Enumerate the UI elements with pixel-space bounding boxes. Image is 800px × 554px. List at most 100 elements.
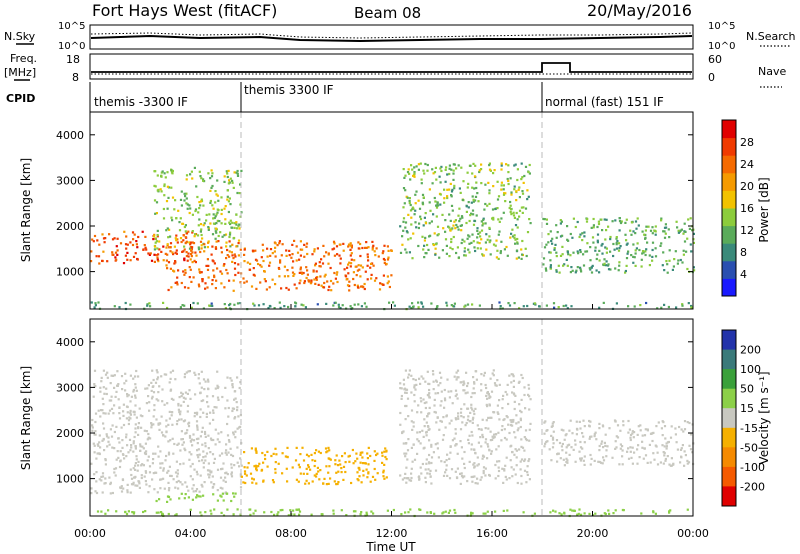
heat-cell-r0 bbox=[181, 483, 184, 486]
heat-cell-r4 bbox=[590, 266, 593, 269]
heat-cell-r0 bbox=[117, 398, 120, 401]
heat-cell-r0 bbox=[104, 482, 107, 485]
heat-cell-r2 bbox=[268, 286, 271, 289]
heat-cell-r3 bbox=[404, 174, 407, 177]
heat-cell-r0 bbox=[134, 464, 137, 467]
heat-cell-r0 bbox=[150, 389, 153, 392]
heat-cell-r4 bbox=[633, 256, 636, 259]
heat-cell-r2 bbox=[266, 247, 269, 250]
heat-cell-r1 bbox=[228, 221, 231, 224]
heat-cell-r2 bbox=[373, 459, 376, 462]
heat-cell-r0 bbox=[184, 432, 187, 435]
heat-cell-r3 bbox=[488, 241, 491, 244]
heat-cell-r1 bbox=[188, 204, 191, 207]
heat-cell-r0 bbox=[132, 377, 135, 380]
heat-cell-r0 bbox=[91, 238, 94, 241]
heat-cell-r2 bbox=[329, 266, 332, 270]
heat-cell-r5 bbox=[418, 508, 421, 511]
heat-cell-r4 bbox=[593, 459, 596, 462]
heat-cell-r4 bbox=[631, 430, 634, 433]
heat-cell-r3 bbox=[494, 477, 497, 480]
heat-cell-r1 bbox=[178, 221, 181, 224]
heat-cell-r5 bbox=[249, 513, 252, 516]
heat-cell-r5 bbox=[580, 513, 583, 516]
heat-cell-r3 bbox=[481, 457, 484, 460]
heat-cell-r0 bbox=[161, 388, 164, 391]
heat-cell-r0 bbox=[193, 411, 197, 415]
heat-cell-r3 bbox=[400, 394, 403, 398]
heat-cell-r5 bbox=[557, 306, 560, 309]
heat-cell-r4 bbox=[651, 255, 654, 258]
heat-cell-r0 bbox=[207, 447, 210, 450]
heat-cell-r0 bbox=[144, 471, 148, 474]
heat-cell-r3 bbox=[513, 407, 516, 411]
heat-cell-r4 bbox=[553, 248, 556, 251]
heat-cell-r0 bbox=[129, 374, 132, 377]
heat-cell-r4 bbox=[689, 243, 692, 246]
heat-cell-r3 bbox=[482, 254, 485, 257]
heat-cell-r2 bbox=[230, 251, 233, 254]
heat-cell-r3 bbox=[498, 460, 501, 463]
heat-cell-r2 bbox=[344, 275, 348, 278]
heat-cell-r2 bbox=[388, 285, 391, 289]
heat-cell-r3 bbox=[423, 172, 426, 175]
heat-cell-r1 bbox=[235, 213, 238, 216]
heat-cell-r3 bbox=[408, 201, 411, 205]
heat-cell-r0 bbox=[230, 466, 233, 469]
heat-cell-r3 bbox=[423, 401, 426, 405]
heat-cell-r2 bbox=[338, 243, 341, 246]
heat-cell-r3 bbox=[520, 178, 523, 181]
heat-cell-r2 bbox=[305, 276, 308, 280]
heat-cell-r0 bbox=[134, 468, 137, 471]
heat-cell-r3 bbox=[402, 383, 406, 386]
heat-cell-r3 bbox=[513, 185, 516, 188]
heat-cell-r0 bbox=[212, 409, 215, 412]
heat-cell-r3 bbox=[403, 452, 406, 455]
heat-cell-r0 bbox=[165, 419, 168, 422]
heat-cell-r1 bbox=[189, 173, 192, 176]
heat-cell-r3 bbox=[473, 412, 476, 416]
heat-cell-r0 bbox=[183, 248, 186, 251]
heat-cell-r5 bbox=[175, 513, 178, 516]
heat-cell-r4 bbox=[664, 457, 667, 461]
heat-cell-r0 bbox=[115, 425, 118, 428]
heat-cell-r1 bbox=[233, 222, 236, 225]
heat-cell-r1 bbox=[225, 241, 228, 244]
heat-cell-r2 bbox=[271, 278, 274, 281]
heat-cell-r0 bbox=[175, 249, 178, 252]
heat-cell-r4 bbox=[551, 424, 554, 428]
heat-cell-r5 bbox=[370, 510, 373, 513]
heat-cell-r2 bbox=[371, 240, 374, 243]
heat-cell-r5 bbox=[645, 301, 648, 305]
heat-cell-r3 bbox=[449, 229, 452, 232]
heat-cell-r4 bbox=[572, 448, 575, 451]
heat-cell-r4 bbox=[653, 229, 656, 232]
heat-cell-r3 bbox=[493, 433, 496, 436]
heat-cell-r4 bbox=[581, 232, 584, 235]
heat-cell-r5 bbox=[412, 306, 415, 309]
heat-cell-r3 bbox=[492, 172, 495, 175]
heat-cell-r2 bbox=[258, 462, 261, 465]
heat-cell-r0 bbox=[102, 412, 105, 415]
heat-cell-r3 bbox=[508, 374, 511, 377]
heat-cell-r4 bbox=[651, 226, 654, 229]
heat-cell-r4 bbox=[615, 241, 618, 245]
heat-cell-r3 bbox=[513, 234, 516, 237]
heat-cell-r3 bbox=[467, 442, 470, 445]
heat-cell-r3 bbox=[517, 256, 520, 259]
heat-cell-r0 bbox=[97, 444, 100, 447]
heat-cell-r1 bbox=[220, 208, 223, 211]
heat-cell-r0 bbox=[148, 465, 152, 468]
heat-cell-r4 bbox=[561, 442, 564, 446]
heat-cell-r3 bbox=[452, 178, 455, 181]
heat-cell-r2 bbox=[350, 262, 353, 265]
heat-cell-r1 bbox=[220, 196, 223, 199]
heat-cell-r3 bbox=[439, 382, 442, 385]
heat-cell-r3 bbox=[413, 172, 416, 175]
heat-cell-r3 bbox=[489, 239, 492, 242]
heat-cell-r3 bbox=[448, 422, 451, 425]
heat-cell-r1 bbox=[229, 222, 232, 226]
heat-cell-r3 bbox=[430, 443, 433, 446]
heat-cell-r0 bbox=[90, 492, 93, 495]
heat-cell-r4 bbox=[668, 463, 671, 466]
